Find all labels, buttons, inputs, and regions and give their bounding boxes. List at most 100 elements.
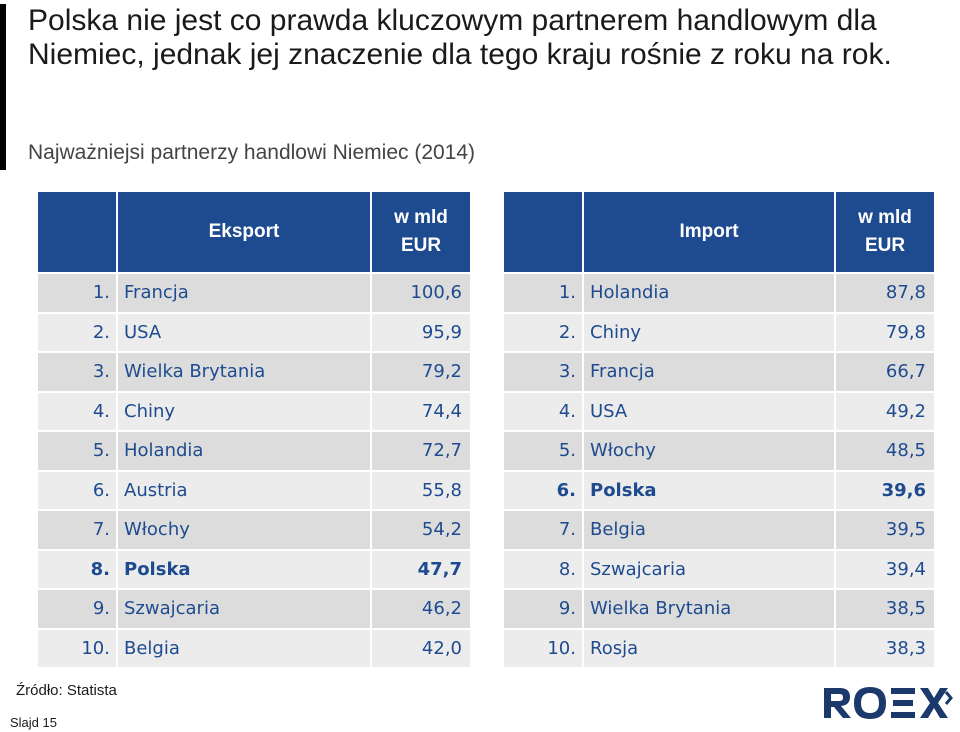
export-value-cell: 95,9: [372, 313, 470, 351]
export-value-cell: 74,4: [372, 392, 470, 430]
export-header-row: Eksport w mld EUR: [38, 192, 470, 272]
import-country-cell: Rosja: [584, 629, 834, 667]
export-rank-cell: 9.: [38, 590, 116, 628]
export-body: 1. Francja 100,6 2. USA 95,9 3. Wielka Brytania…: [38, 274, 470, 667]
import-value-cell: 39,4: [836, 550, 934, 588]
import-value-cell: 48,5: [836, 432, 934, 470]
export-rank-cell: 4.: [38, 392, 116, 430]
export-row: 3. Wielka Brytania 79,2: [38, 353, 470, 391]
export-value-cell: 47,7: [372, 550, 470, 588]
import-table: Import w mld EUR 1. Holandia 87,8 2. Chiny 79…: [502, 190, 936, 669]
export-row: 4. Chiny 74,4: [38, 392, 470, 430]
slide-headline: Polska nie jest co prawda kluczowym part…: [28, 4, 892, 71]
export-value-cell: 46,2: [372, 590, 470, 628]
export-value-cell: 55,8: [372, 471, 470, 509]
import-value-cell: 38,3: [836, 629, 934, 667]
import-value-cell: 49,2: [836, 392, 934, 430]
import-country-cell: Belgia: [584, 511, 834, 549]
import-row: 3. Francja 66,7: [504, 353, 934, 391]
export-row: 2. USA 95,9: [38, 313, 470, 351]
export-rank-cell: 2.: [38, 313, 116, 351]
import-value-cell: 87,8: [836, 274, 934, 312]
import-header-rank: [504, 192, 582, 272]
import-unit-line2: EUR: [864, 235, 906, 256]
accent-bar: [0, 4, 6, 170]
import-rank-cell: 5.: [504, 432, 582, 470]
export-country-cell: Austria: [118, 471, 370, 509]
import-country-cell: Holandia: [584, 274, 834, 312]
import-country-cell: Polska: [584, 471, 834, 509]
import-row: 8. Szwajcaria 39,4: [504, 550, 934, 588]
export-country-cell: Szwajcaria: [118, 590, 370, 628]
import-value-cell: 38,5: [836, 590, 934, 628]
export-country-cell: Holandia: [118, 432, 370, 470]
import-rank-cell: 9.: [504, 590, 582, 628]
export-country-cell: Wielka Brytania: [118, 353, 370, 391]
import-value-cell: 79,8: [836, 313, 934, 351]
import-rank-cell: 1.: [504, 274, 582, 312]
import-country-cell: Wielka Brytania: [584, 590, 834, 628]
export-value-cell: 100,6: [372, 274, 470, 312]
export-country-cell: USA: [118, 313, 370, 351]
export-value-cell: 42,0: [372, 629, 470, 667]
export-rank-cell: 8.: [38, 550, 116, 588]
import-unit-line1: w mld: [858, 207, 912, 228]
export-rank-cell: 3.: [38, 353, 116, 391]
import-rank-cell: 7.: [504, 511, 582, 549]
import-value-cell: 39,5: [836, 511, 934, 549]
export-row: 7. Włochy 54,2: [38, 511, 470, 549]
export-row: 5. Holandia 72,7: [38, 432, 470, 470]
roex-logo: [824, 687, 953, 719]
import-row: 9. Wielka Brytania 38,5: [504, 590, 934, 628]
import-header-title: Import: [584, 192, 834, 272]
export-value-cell: 54,2: [372, 511, 470, 549]
source-note: Źródło: Statista: [16, 682, 117, 699]
export-unit-line1: w mld: [394, 207, 448, 228]
export-rank-cell: 10.: [38, 629, 116, 667]
import-value-cell: 39,6: [836, 471, 934, 509]
slide-subtitle: Najważniejsi partnerzy handlowi Niemiec …: [28, 141, 476, 164]
export-rank-cell: 1.: [38, 274, 116, 312]
export-row: 1. Francja 100,6: [38, 274, 470, 312]
export-rank-cell: 5.: [38, 432, 116, 470]
export-value-cell: 72,7: [372, 432, 470, 470]
export-country-cell: Włochy: [118, 511, 370, 549]
export-country-cell: Polska: [118, 550, 370, 588]
import-body: 1. Holandia 87,8 2. Chiny 79,8 3. Francja 66,7 4.…: [504, 274, 934, 667]
import-country-cell: Chiny: [584, 313, 834, 351]
export-unit-line2: EUR: [400, 235, 442, 256]
import-country-cell: Włochy: [584, 432, 834, 470]
export-value-cell: 79,2: [372, 353, 470, 391]
import-rank-cell: 3.: [504, 353, 582, 391]
export-row: 9. Szwajcaria 46,2: [38, 590, 470, 628]
import-row: 1. Holandia 87,8: [504, 274, 934, 312]
export-rank-cell: 7.: [38, 511, 116, 549]
export-rank-cell: 6.: [38, 471, 116, 509]
import-rank-cell: 10.: [504, 629, 582, 667]
import-row: 6. Polska 39,6: [504, 471, 934, 509]
export-country-cell: Belgia: [118, 629, 370, 667]
import-country-cell: Szwajcaria: [584, 550, 834, 588]
export-country-cell: Chiny: [118, 392, 370, 430]
export-country-cell: Francja: [118, 274, 370, 312]
import-value-cell: 66,7: [836, 353, 934, 391]
import-country-cell: Francja: [584, 353, 834, 391]
export-row: 10. Belgia 42,0: [38, 629, 470, 667]
import-country-cell: USA: [584, 392, 834, 430]
import-header-unit: w mld EUR: [836, 192, 934, 272]
export-table: Eksport w mld EUR 1. Francja 100,6 2. USA 95,…: [36, 190, 472, 669]
import-rank-cell: 4.: [504, 392, 582, 430]
export-row: 6. Austria 55,8: [38, 471, 470, 509]
import-rank-cell: 8.: [504, 550, 582, 588]
import-row: 10. Rosja 38,3: [504, 629, 934, 667]
export-row: 8. Polska 47,7: [38, 550, 470, 588]
import-rank-cell: 6.: [504, 471, 582, 509]
import-rank-cell: 2.: [504, 313, 582, 351]
export-header-rank: [38, 192, 116, 272]
export-header-title: Eksport: [118, 192, 370, 272]
export-header-unit: w mld EUR: [372, 192, 470, 272]
slide-number: Slajd 15: [10, 715, 57, 730]
import-row: 4. USA 49,2: [504, 392, 934, 430]
import-row: 5. Włochy 48,5: [504, 432, 934, 470]
import-row: 2. Chiny 79,8: [504, 313, 934, 351]
